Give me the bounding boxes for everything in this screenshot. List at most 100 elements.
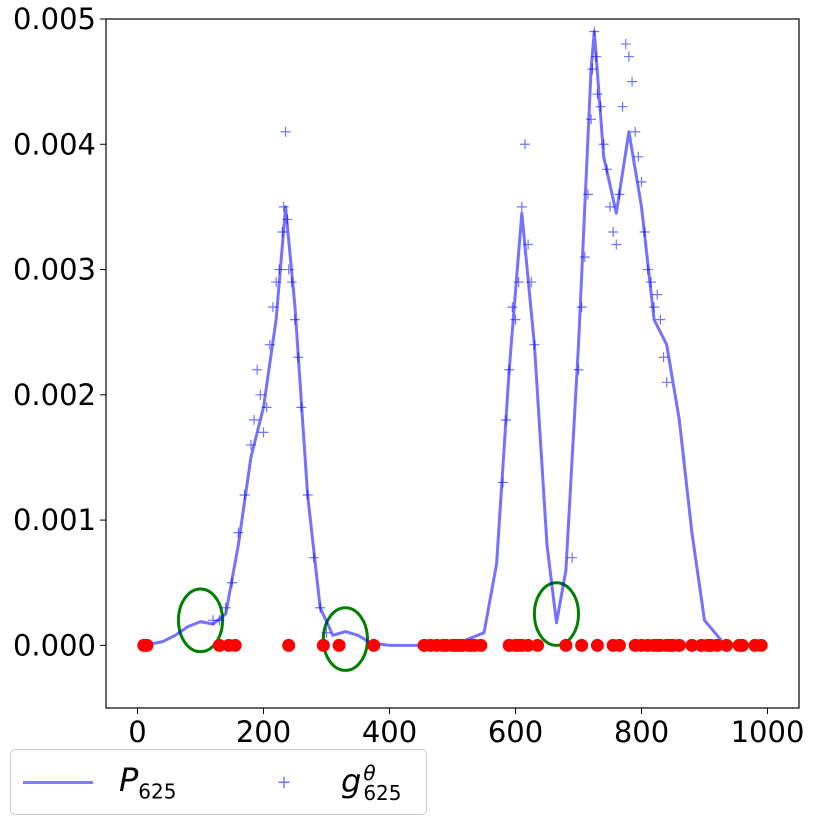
g625-plus-marker — [249, 414, 260, 425]
g625-plus-marker — [608, 226, 619, 237]
plot-frame — [105, 18, 800, 709]
g625-plus-marker — [239, 490, 250, 501]
x-tick-label: 800 — [614, 715, 669, 749]
g625-plus-marker — [220, 602, 231, 613]
g625-plus-marker — [526, 277, 537, 288]
red-dot-marker — [282, 638, 296, 652]
red-dot-marker — [531, 638, 545, 652]
legend-item-p: P625 — [23, 750, 176, 814]
red-dot-marker — [575, 638, 589, 652]
g625-plus-marker — [252, 364, 263, 375]
g625-plus-marker — [617, 101, 628, 112]
g625-plus-marker — [282, 214, 293, 225]
g625-plus-marker — [255, 389, 266, 400]
red-dot-marker — [559, 638, 573, 652]
g625-plus-marker — [214, 615, 225, 626]
g625-plus-marker — [639, 226, 650, 237]
g625-plus-marker — [264, 339, 275, 350]
g625-plus-marker — [614, 189, 625, 200]
g625-plus-marker — [652, 289, 663, 300]
g625-plus-marker — [636, 176, 647, 187]
g625-plus-marker — [655, 314, 666, 325]
g625-plus-marker — [623, 51, 634, 62]
series-line-p625 — [140, 30, 765, 647]
y-tick-label: 0.003 — [13, 253, 96, 287]
g625-plus-marker — [290, 314, 300, 325]
red-dot-marker — [316, 638, 330, 652]
g625-plus-marker — [576, 302, 587, 313]
red-dot-marker — [590, 638, 604, 652]
legend-plus-swatch: + — [276, 771, 292, 793]
red-dot-marker — [332, 638, 346, 652]
red-dot-marker — [612, 638, 626, 652]
g625-plus-marker — [645, 277, 656, 288]
g625-plus-marker — [258, 427, 269, 438]
g625-plus-marker — [233, 527, 244, 538]
g625-plus-marker — [516, 201, 527, 212]
g625-plus-marker — [286, 277, 297, 288]
red-dot-marker — [521, 638, 535, 652]
g625-plus-marker — [592, 89, 603, 100]
red-dot-marker — [367, 638, 381, 652]
x-tick-label: 200 — [236, 715, 291, 749]
axis-layer: 0 200 400 600 800 1000 0.000 0.001 0.002 0.003 0.0… — [13, 2, 804, 749]
g625-plus-marker — [277, 226, 288, 237]
g625-plus-marker — [293, 352, 304, 363]
x-tick-label: 1000 — [731, 715, 805, 749]
g625-plus-marker — [308, 552, 319, 563]
g625-plus-marker — [633, 151, 644, 162]
red-dot-marker — [754, 638, 768, 652]
g625-plus-marker — [661, 377, 672, 388]
red-dot-marker — [140, 638, 154, 652]
g625-plus-marker — [315, 602, 326, 613]
legend-label-p: P625 — [119, 760, 177, 804]
g625-plus-marker — [589, 26, 600, 37]
legend-label-g: g θ 625 — [341, 760, 402, 805]
red-dot-marker — [720, 638, 734, 652]
y-tick-label: 0.004 — [13, 127, 96, 161]
g625-plus-marker — [591, 51, 602, 62]
g625-plus-marker — [302, 490, 313, 501]
g625-plus-marker — [519, 139, 530, 150]
g625-plus-marker — [261, 402, 272, 413]
g625-plus-marker — [529, 339, 540, 350]
x-tick-label: 0 — [128, 715, 146, 749]
legend: P625 + g θ 625 — [10, 749, 427, 815]
g625-plus-marker — [579, 252, 590, 263]
g625-plus-marker — [586, 114, 597, 125]
red-dot-marker — [710, 638, 724, 652]
g625-plus-marker — [274, 264, 285, 275]
legend-item-g: + g θ 625 — [269, 750, 402, 814]
y-tick-label: 0.001 — [13, 503, 96, 537]
highlight-ellipse — [532, 581, 581, 647]
g625-plus-marker — [601, 164, 612, 175]
g625-plus-marker — [513, 277, 524, 288]
g625-plus-marker — [658, 352, 669, 363]
red-dot-marker — [672, 638, 686, 652]
g625-plus-marker — [620, 39, 631, 50]
g625-plus-marker — [497, 477, 508, 488]
g625-plus-marker — [649, 302, 660, 313]
g625-plus-marker — [501, 414, 512, 425]
red-dot-marker — [735, 638, 749, 652]
g625-plus-marker — [573, 364, 584, 375]
g625-plus-marker — [627, 76, 638, 87]
g625-plus-marker — [278, 201, 289, 212]
g625-plus-marker — [587, 64, 598, 75]
g625-plus-marker — [598, 139, 609, 150]
red-dot-marker — [474, 638, 488, 652]
g625-plus-marker — [296, 402, 307, 413]
g625-plus-marker — [507, 302, 518, 313]
g625-plus-marker — [582, 189, 593, 200]
y-tick-label: 0.000 — [13, 628, 96, 662]
marker-layer — [137, 26, 768, 652]
g625-plus-marker — [321, 627, 332, 638]
g625-plus-marker — [605, 201, 615, 212]
legend-line-swatch — [23, 780, 93, 784]
annotation-layer — [176, 581, 581, 672]
g625-plus-marker — [510, 314, 521, 325]
g625-plus-marker — [267, 302, 278, 313]
g625-plus-marker — [642, 264, 653, 275]
g625-plus-marker — [611, 239, 622, 250]
